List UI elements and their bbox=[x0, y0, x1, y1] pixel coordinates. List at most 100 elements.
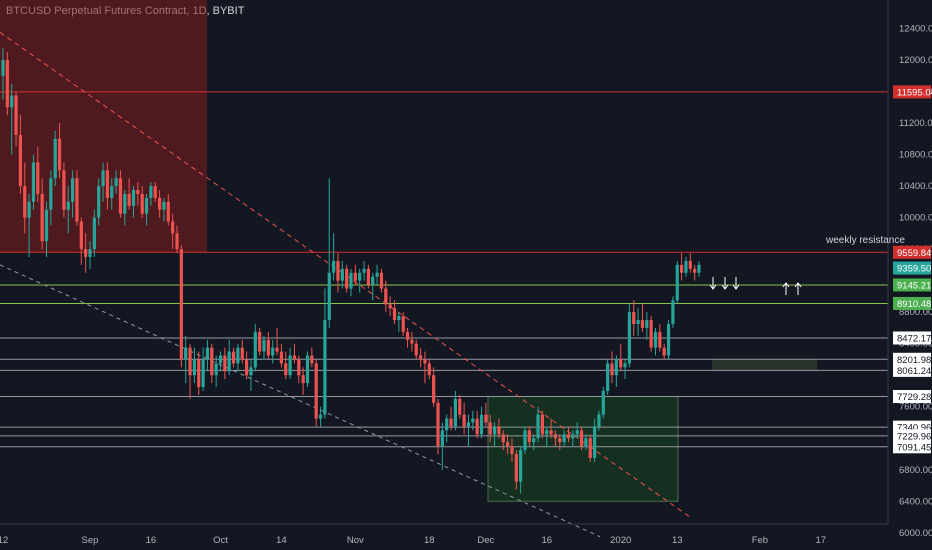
levels-layer bbox=[0, 91, 888, 448]
candle-body bbox=[236, 347, 240, 364]
candle-body bbox=[545, 430, 549, 435]
candle-body bbox=[397, 316, 401, 321]
candle-body bbox=[636, 320, 640, 324]
price-tag-label: 7229.96 bbox=[897, 431, 931, 442]
candle-body bbox=[388, 304, 392, 309]
candle-body bbox=[323, 320, 327, 415]
candle-body bbox=[506, 442, 510, 447]
candle-body bbox=[653, 331, 658, 348]
candle-body bbox=[540, 414, 544, 435]
candle-body bbox=[597, 414, 601, 427]
candle-body bbox=[366, 268, 370, 285]
candle-body bbox=[680, 264, 684, 273]
candle-body bbox=[245, 359, 249, 376]
candle-body bbox=[175, 233, 179, 250]
candle-body bbox=[610, 363, 614, 376]
y-tick-label: 10400.00 bbox=[899, 181, 932, 192]
x-tick-label: 16 bbox=[146, 535, 157, 546]
x-tick-label: Oct bbox=[213, 535, 228, 546]
candle-body bbox=[619, 359, 623, 368]
candle-body bbox=[223, 355, 227, 372]
candle-body bbox=[5, 60, 9, 108]
price-tag-label: 8201.98 bbox=[897, 355, 931, 366]
candle-body bbox=[632, 312, 636, 324]
price-tag-label: 7340.96 bbox=[897, 423, 931, 434]
candle-body bbox=[79, 221, 83, 250]
arrowhead bbox=[709, 284, 717, 290]
candle-body bbox=[218, 355, 223, 364]
candle-body bbox=[105, 170, 109, 198]
candle-body bbox=[262, 339, 266, 352]
price-tag bbox=[893, 331, 931, 345]
candle-body bbox=[123, 193, 127, 214]
price-tag-label: 8910.48 bbox=[897, 299, 931, 310]
candle-body bbox=[166, 201, 170, 222]
candle-body bbox=[101, 170, 105, 187]
candle-body bbox=[471, 418, 475, 423]
candle-body bbox=[201, 359, 205, 388]
candle-body bbox=[362, 268, 366, 273]
candle-body bbox=[71, 178, 75, 202]
price-tag bbox=[893, 429, 931, 443]
price-tag bbox=[893, 261, 931, 275]
candle-body bbox=[519, 450, 523, 482]
candle-body bbox=[419, 355, 423, 360]
candle-body bbox=[1, 60, 5, 76]
candle-body bbox=[558, 438, 562, 443]
candle-body bbox=[401, 316, 405, 332]
candle-body bbox=[258, 331, 262, 352]
candle-body bbox=[627, 312, 631, 364]
candle-body bbox=[275, 347, 279, 352]
candle-body bbox=[40, 193, 44, 242]
price-tag-label: 9359.50 bbox=[897, 264, 931, 275]
candle-body bbox=[44, 209, 49, 242]
price-tag bbox=[893, 85, 931, 99]
y-tick-label: 10800.00 bbox=[899, 150, 932, 161]
candle-body bbox=[18, 134, 22, 187]
price-tag-label: 8472.17 bbox=[897, 333, 931, 344]
candle-body bbox=[197, 359, 201, 388]
candle-body bbox=[536, 414, 540, 439]
candle-body bbox=[614, 359, 618, 376]
candle-body bbox=[462, 414, 466, 427]
candle-body bbox=[510, 446, 514, 454]
candle-body bbox=[527, 430, 531, 443]
price-tag bbox=[893, 352, 931, 366]
candle-body bbox=[340, 268, 344, 281]
candle-body bbox=[279, 351, 283, 364]
candle-body bbox=[14, 95, 18, 135]
candle-body bbox=[658, 331, 662, 348]
candle-body bbox=[66, 201, 70, 210]
candle-body bbox=[179, 249, 183, 360]
candle-body bbox=[210, 347, 214, 376]
candle-body bbox=[484, 414, 488, 423]
x-tick-label: Feb bbox=[752, 535, 768, 546]
y-tick-label: 6400.00 bbox=[899, 496, 932, 507]
resistance-zone bbox=[0, 0, 207, 253]
candle-body bbox=[127, 193, 131, 206]
candle-body bbox=[601, 390, 605, 415]
candle-body bbox=[332, 260, 336, 273]
candle-body bbox=[392, 308, 397, 321]
y-tick-label: 6000.00 bbox=[899, 528, 932, 539]
candle-body bbox=[405, 331, 410, 340]
candle-body bbox=[301, 375, 305, 384]
candle-body bbox=[327, 272, 331, 321]
candle-body bbox=[675, 264, 679, 301]
price-tag-label: 8061.24 bbox=[897, 366, 931, 377]
candle-body bbox=[188, 347, 192, 376]
candle-body bbox=[371, 276, 375, 285]
candle-body bbox=[640, 320, 645, 328]
candle-body bbox=[427, 363, 431, 376]
x-tick-label: 13 bbox=[672, 535, 683, 546]
x-tick-label: 12 bbox=[0, 535, 8, 546]
price-tag bbox=[893, 440, 931, 454]
candle-body bbox=[423, 359, 427, 364]
arrowhead bbox=[721, 284, 729, 290]
candle-body bbox=[84, 249, 88, 257]
candle-body bbox=[114, 178, 118, 187]
price-tag-label: 7091.45 bbox=[897, 442, 931, 453]
candle-body bbox=[266, 339, 270, 356]
candle-body bbox=[292, 355, 297, 360]
